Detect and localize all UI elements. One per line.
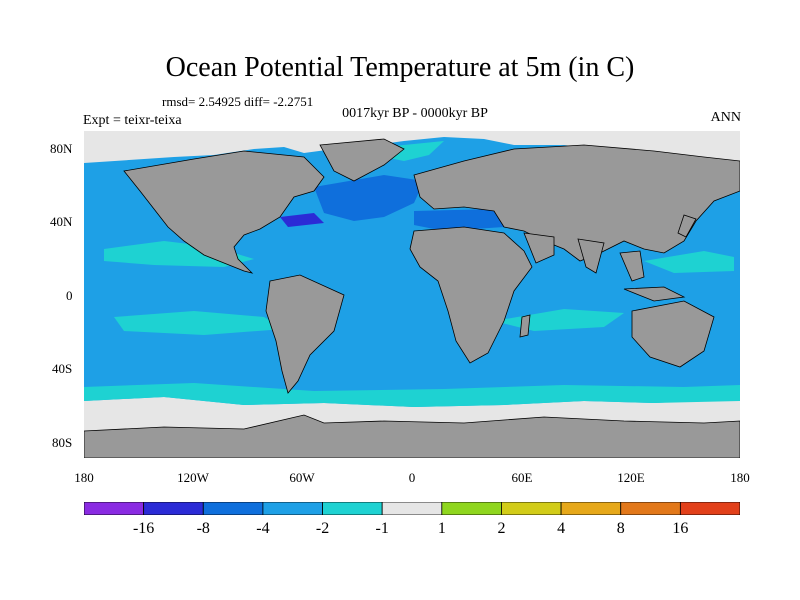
- south-pacific-cyan: [114, 311, 284, 335]
- japan: [677, 214, 697, 238]
- arctic-region: [84, 131, 740, 171]
- colorbar-swatch: [381, 502, 443, 515]
- lat-label-40s: 40S: [52, 361, 73, 376]
- colorbar-tick-label: -4: [256, 520, 270, 537]
- stats-text: rmsd= 2.54925 diff= -2.2751: [162, 94, 314, 109]
- map-panel: [84, 131, 740, 458]
- colorbar: [84, 502, 740, 515]
- eurasia: [413, 144, 740, 262]
- lon-label-180e: 180: [730, 470, 750, 485]
- antarctica: [84, 414, 740, 458]
- madagascar: [519, 314, 531, 338]
- colorbar-tick-label: -1: [375, 520, 389, 537]
- lon-label-120w: 120W: [177, 470, 209, 485]
- colorbar-swatch: [84, 502, 145, 515]
- colorbar-tick-label: -2: [315, 520, 330, 537]
- lat-label-0: 0: [66, 288, 73, 303]
- colorbar-swatch: [262, 502, 323, 515]
- arabia: [523, 232, 555, 264]
- period-label: 0017kyr BP - 0000kyr BP: [342, 106, 488, 121]
- gulf-stream-cold-patch: [280, 213, 324, 227]
- colorbar-swatch: [679, 502, 740, 515]
- north-america: [123, 150, 325, 274]
- southern-cyan-band: [84, 383, 740, 407]
- land: [84, 138, 740, 458]
- colorbar-tick-label: 4: [557, 520, 566, 537]
- colorbar-tick-label: 16: [672, 520, 689, 537]
- lat-label-80s: 80S: [52, 435, 73, 450]
- india: [577, 238, 605, 274]
- figure-title: Ocean Potential Temperature at 5m (in C): [165, 52, 635, 83]
- lon-label-60w: 60W: [289, 470, 315, 485]
- indonesia: [623, 286, 686, 302]
- colorbar-swatch: [620, 502, 681, 515]
- southeast-asia: [619, 250, 645, 282]
- season-label: ANN: [710, 110, 741, 125]
- australia: [631, 300, 715, 368]
- colorbar-tick-label: 2: [497, 520, 506, 537]
- south-america: [265, 274, 345, 394]
- colorbar-swatch: [441, 502, 502, 515]
- lon-label-120e: 120E: [617, 470, 645, 485]
- colorbar-swatch: [560, 502, 622, 515]
- lat-label-80n: 80N: [50, 141, 73, 156]
- north-atlantic-cold-patch: [314, 175, 424, 221]
- greenland: [319, 138, 405, 182]
- lat-label-40n: 40N: [50, 214, 73, 229]
- mediterranean-cold-patch: [414, 209, 504, 231]
- experiment-label: Expt = teixr-teixa: [83, 113, 182, 128]
- colorbar-tick-label: 8: [616, 520, 625, 537]
- colorbar-swatch: [501, 502, 562, 515]
- colorbar-swatches: [84, 502, 740, 515]
- lon-label-0: 0: [408, 470, 416, 485]
- north-pacific-cyan: [104, 241, 254, 267]
- colorbar-swatch: [143, 502, 204, 515]
- world-map: [84, 131, 740, 458]
- north-atlantic-anomaly: [384, 141, 444, 161]
- colorbar-tick-label: -8: [196, 520, 210, 537]
- lon-label-180w: 180: [74, 470, 94, 485]
- africa: [409, 226, 533, 364]
- colorbar-swatch: [202, 502, 264, 515]
- colorbar-tick-label: 1: [437, 520, 446, 537]
- lon-label-60e: 60E: [511, 470, 533, 485]
- colorbar-tick-label: -16: [132, 520, 155, 537]
- colorbar-swatch: [322, 502, 383, 515]
- north-pacific-west-cyan: [644, 251, 734, 273]
